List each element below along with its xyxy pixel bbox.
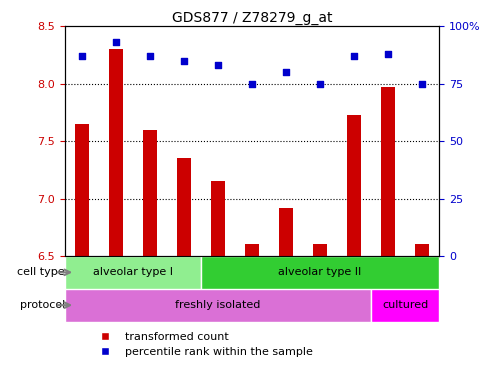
Text: protocol: protocol	[19, 300, 65, 310]
Title: GDS877 / Z78279_g_at: GDS877 / Z78279_g_at	[172, 11, 332, 25]
Point	[112, 39, 120, 45]
Point	[248, 81, 256, 87]
Point	[418, 81, 426, 87]
Text: freshly isolated: freshly isolated	[175, 300, 260, 310]
Point	[384, 51, 392, 57]
Bar	[75, 124, 89, 256]
Point	[316, 81, 324, 87]
Bar	[415, 244, 429, 256]
Bar	[245, 244, 259, 256]
Text: alveolar type I: alveolar type I	[93, 267, 173, 278]
Bar	[177, 158, 191, 256]
Text: cultured: cultured	[382, 300, 428, 310]
Bar	[381, 87, 395, 256]
Bar	[279, 208, 293, 256]
Legend: transformed count, percentile rank within the sample: transformed count, percentile rank withi…	[89, 327, 317, 362]
Bar	[313, 244, 327, 256]
FancyBboxPatch shape	[201, 256, 439, 289]
Point	[350, 53, 358, 59]
Point	[282, 69, 290, 75]
Text: cell type: cell type	[17, 267, 65, 278]
FancyBboxPatch shape	[65, 289, 371, 321]
Bar	[143, 130, 157, 256]
FancyBboxPatch shape	[371, 289, 439, 321]
Bar	[347, 115, 361, 256]
FancyBboxPatch shape	[65, 256, 201, 289]
Point	[180, 58, 188, 64]
Text: alveolar type II: alveolar type II	[278, 267, 362, 278]
Point	[78, 53, 86, 59]
Bar	[109, 49, 123, 256]
Bar	[211, 181, 225, 256]
Point	[214, 62, 222, 68]
Point	[146, 53, 154, 59]
